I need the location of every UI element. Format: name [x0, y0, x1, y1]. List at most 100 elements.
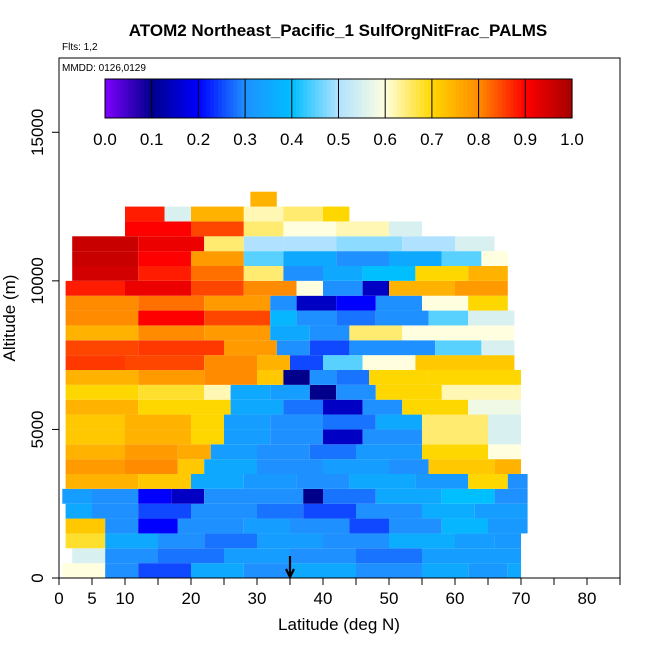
colorbar-swatch	[424, 79, 429, 118]
heatmap-cell	[65, 355, 125, 370]
heatmap-cell	[204, 236, 244, 252]
colorbar-swatch	[248, 79, 254, 118]
heatmap-cell	[65, 503, 92, 519]
colorbar-swatch	[517, 79, 523, 118]
heatmap-cell	[309, 384, 337, 400]
colorbar-swatch	[155, 79, 161, 118]
colorbar-swatch	[120, 79, 126, 118]
colorbar-swatch	[350, 79, 355, 118]
heatmap-cell	[323, 399, 363, 415]
heatmap-cell	[389, 221, 422, 237]
colorbar-swatch	[533, 79, 538, 118]
colorbar-swatch	[404, 79, 410, 118]
heatmap-cell	[204, 488, 257, 504]
heatmap-cell	[257, 533, 323, 549]
heatmap-cell	[389, 533, 455, 549]
colorbar-swatch	[361, 79, 367, 118]
x-tick-label: 80	[578, 589, 597, 608]
colorbar-swatch	[400, 79, 406, 118]
colorbar-swatch	[132, 79, 137, 118]
heatmap-cell	[375, 384, 442, 400]
heatmap-cell	[138, 310, 205, 326]
heatmap-cell	[257, 488, 304, 504]
x-tick-label: 50	[380, 589, 399, 608]
colorbar-swatch	[552, 79, 558, 118]
colorbar-swatch	[525, 79, 530, 118]
colorbar-swatch	[326, 79, 332, 118]
heatmap-cell	[125, 355, 205, 370]
marker-head	[285, 568, 295, 580]
heatmap-cell	[323, 355, 363, 370]
colorbar-swatch	[536, 79, 542, 118]
heatmap-cell	[243, 266, 284, 281]
colorbar-swatch	[307, 79, 312, 118]
heatmap-cell	[191, 221, 244, 237]
heatmap-cell	[415, 266, 469, 281]
colorbar-swatch	[463, 79, 468, 118]
colorbar-swatch	[295, 79, 301, 118]
altitude-band	[72, 266, 508, 281]
heatmap-cell	[270, 384, 310, 400]
heatmap-cell	[468, 563, 508, 578]
heatmap-cell	[356, 563, 422, 578]
heatmap-cell	[415, 355, 515, 370]
heatmap-cell	[138, 488, 172, 504]
x-tick-label: 10	[116, 589, 135, 608]
heatmap-cell	[243, 206, 284, 222]
heatmap-cell	[224, 340, 277, 356]
colorbar-tick-label: 0.9	[513, 130, 537, 149]
heatmap-cell	[369, 370, 429, 385]
heatmap-cell	[138, 384, 205, 400]
heatmap-cell	[105, 518, 139, 534]
dates-label: MMDD: 0126,0129	[62, 63, 146, 74]
heatmap-cell	[276, 340, 310, 356]
colorbar-swatch	[466, 79, 472, 118]
colorbar-swatch	[128, 79, 133, 118]
heatmap-cell	[105, 563, 139, 578]
heatmap-cell	[257, 459, 323, 474]
heatmap-cell	[296, 295, 337, 311]
altitude-band	[65, 399, 521, 415]
colorbar-swatch	[237, 79, 242, 118]
colorbar-swatch	[482, 79, 487, 118]
heatmap-cell	[309, 370, 337, 385]
flights-label: Flts: 1,2	[62, 42, 98, 53]
heatmap-cell	[441, 384, 521, 400]
colorbar-swatch	[408, 79, 414, 118]
heatmap-cell	[191, 429, 224, 445]
heatmap-cell	[191, 563, 244, 578]
heatmap-cell	[204, 533, 257, 549]
heatmap-cell	[441, 488, 495, 504]
heatmap-cell	[290, 563, 356, 578]
colorbar-swatch	[498, 79, 503, 118]
heatmap-cell	[309, 444, 356, 460]
heatmap-cell	[375, 310, 429, 326]
colorbar-tick-label: 0.1	[140, 130, 164, 149]
heatmap-cell	[177, 518, 244, 534]
heatmap-cell	[191, 503, 257, 519]
heatmap-cell	[389, 518, 442, 534]
heatmap-cell	[125, 459, 178, 474]
colorbar-tick-label: 0.2	[187, 130, 211, 149]
colorbar-swatch	[342, 79, 347, 118]
heatmap-cell	[177, 444, 211, 460]
colorbar-swatch	[206, 79, 211, 118]
colorbar-swatch	[338, 79, 343, 118]
altitude-band	[65, 503, 528, 519]
heatmap-cell	[171, 488, 205, 504]
heatmap-cell	[105, 533, 158, 549]
colorbar-swatch	[147, 79, 153, 118]
heatmap-cell	[309, 325, 350, 341]
heatmap-cell	[158, 533, 205, 549]
colorbar-swatch	[276, 79, 281, 118]
heatmap-cell	[428, 370, 521, 385]
heatmap-cell	[422, 548, 488, 564]
heatmap-cell	[257, 370, 284, 385]
altitude-band	[72, 236, 495, 252]
heatmap-cell	[474, 503, 528, 519]
heatmap-cell	[138, 503, 191, 519]
colorbar-swatch	[435, 79, 441, 118]
colorbar-swatch	[315, 79, 320, 118]
colorbar-swatch	[287, 79, 293, 118]
